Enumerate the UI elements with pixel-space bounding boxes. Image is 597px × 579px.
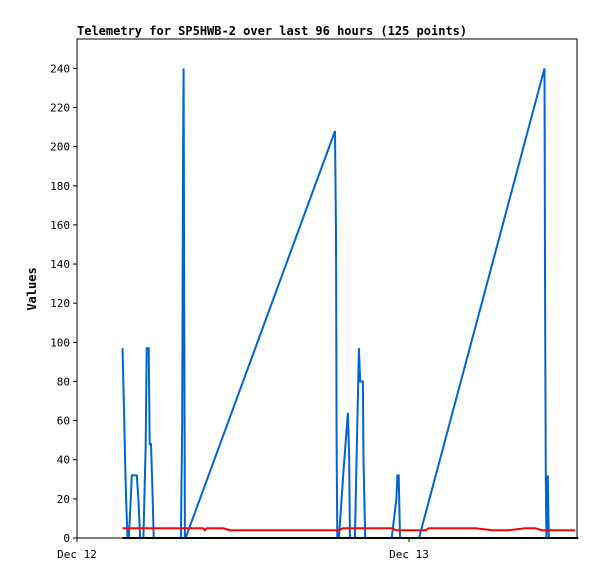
y-tick-label: 80	[57, 375, 70, 388]
y-tick-label: 20	[57, 493, 70, 506]
y-tick-label: 160	[50, 219, 70, 232]
y-tick-label: 180	[50, 180, 70, 193]
x-axis: Dec 12 Dec 13	[57, 538, 429, 561]
x-tick-label: Dec 12	[57, 548, 97, 561]
series-line-2	[122, 527, 575, 532]
y-tick-label: 120	[50, 297, 70, 310]
y-axis-label: Values	[25, 267, 39, 310]
series-layer	[121, 68, 579, 539]
y-tick-label: 220	[50, 101, 70, 114]
y-tick-label: 240	[50, 62, 70, 75]
y-tick-label: 60	[57, 415, 70, 428]
x-tick-label: Dec 13	[389, 548, 429, 561]
y-tick-label: 200	[50, 141, 70, 154]
y-tick-label: 40	[57, 454, 70, 467]
y-tick-label: 100	[50, 336, 70, 349]
y-tick-label: 0	[63, 532, 70, 545]
series-line-1	[121, 68, 550, 539]
y-tick-label: 140	[50, 258, 70, 271]
y-axis: 0 20 40 60 80 100 120 140 160 180 200 220 240	[50, 62, 77, 545]
chart-title: Telemetry for SP5HWB-2 over last 96 hour…	[77, 24, 467, 38]
